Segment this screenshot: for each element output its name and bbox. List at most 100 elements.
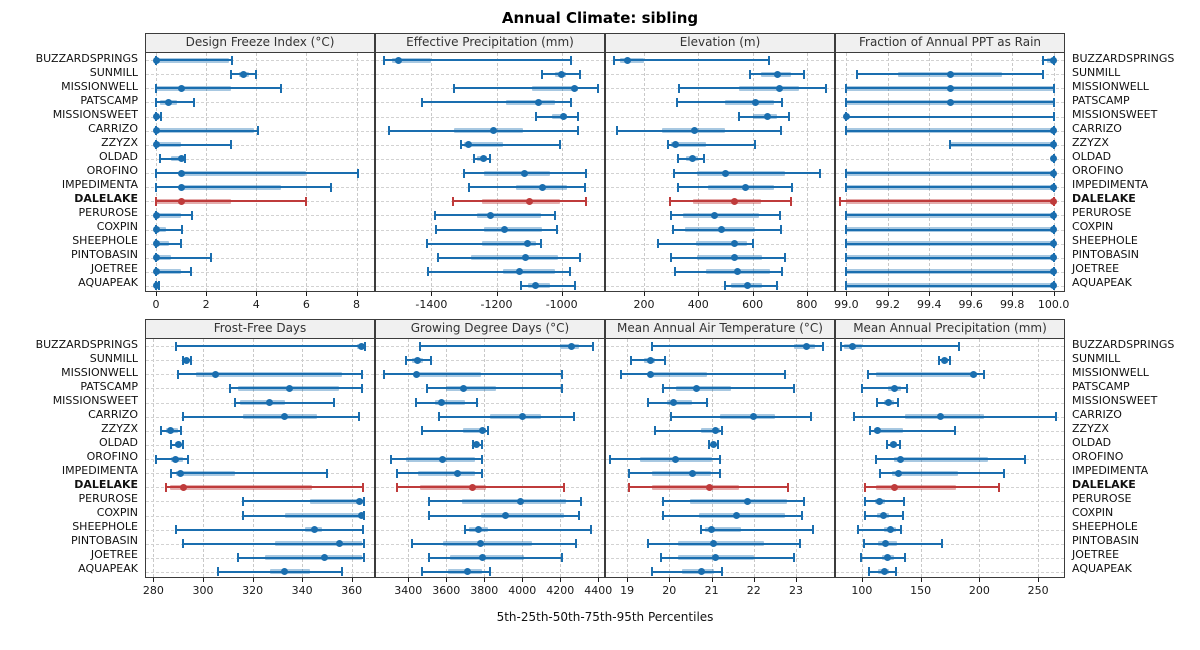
whisker-line (620, 373, 786, 376)
median-dot (558, 70, 566, 78)
y-gridline (146, 430, 374, 432)
x-tick (861, 578, 863, 582)
median-dot (879, 512, 887, 519)
whisker-line (156, 214, 193, 217)
median-dot (708, 526, 716, 534)
whisker-cap (436, 253, 439, 263)
y-gridline (606, 402, 834, 404)
whisker-cap (953, 426, 956, 436)
whisker-cap (231, 55, 234, 65)
row-label: COXPIN (1072, 220, 1114, 233)
whisker-line (846, 256, 1054, 259)
median-dot (174, 441, 182, 449)
x-tick-label: 4200 (546, 584, 575, 597)
whisker-line (861, 387, 907, 390)
row-label: MISSIONWELL (1072, 80, 1149, 93)
whisker-line (535, 115, 578, 118)
whisker-line (156, 129, 258, 132)
median-dot (355, 497, 363, 505)
row-label: PERUROSE (1072, 206, 1132, 219)
y-gridline (376, 360, 604, 362)
median-dot (152, 268, 160, 276)
x-tick (156, 292, 157, 296)
x-gridline (484, 339, 486, 577)
whisker-cap (216, 567, 219, 577)
median-dot (515, 268, 523, 276)
whisker-cap (427, 267, 430, 277)
whisker-cap (573, 281, 576, 291)
whisker-cap (472, 154, 475, 164)
whisker-line (679, 87, 826, 90)
x-tick (306, 292, 308, 296)
x-tick-label: 99.8 (999, 298, 1025, 311)
whisker-cap (653, 426, 656, 436)
whisker-cap (781, 267, 784, 277)
median-dot (518, 413, 526, 421)
whisker-cap (845, 182, 848, 192)
median-dot (532, 282, 540, 290)
row-label: SUNMILL (89, 352, 138, 365)
x-gridline (153, 339, 155, 577)
whisker-line (846, 242, 1054, 245)
whisker-cap (706, 398, 709, 407)
median-dot (473, 441, 481, 449)
whisker-cap (857, 525, 860, 535)
whisker-cap (878, 468, 881, 478)
whisker-cap (154, 454, 157, 464)
x-tick-label: 100 (851, 584, 873, 597)
whisker-cap (340, 567, 343, 577)
whisker-cap (670, 253, 673, 263)
whisker-cap (615, 126, 618, 136)
whisker-cap (420, 97, 423, 107)
x-tick (669, 578, 671, 582)
whisker-cap (234, 398, 237, 407)
row-label: MISSIONSWEET (1072, 394, 1158, 407)
whisker-cap (1042, 55, 1045, 65)
whisker-cap (382, 369, 385, 379)
x-tick (252, 578, 254, 582)
whisker-cap (863, 539, 866, 549)
panel: Effective Precipitation (mm) -1400 -1200 -1… (375, 33, 605, 316)
row-label: COXPIN (96, 506, 138, 519)
axis-caption: 5th-25th-50th-75th-95th Percentiles (496, 610, 714, 624)
whisker-cap (801, 511, 804, 520)
whisker-cap (358, 412, 361, 422)
median-dot (516, 497, 524, 505)
whisker-cap (898, 440, 901, 450)
median-dot (885, 399, 893, 406)
whisker-cap (876, 398, 879, 407)
median-dot (731, 197, 739, 205)
whisker-line (421, 570, 490, 573)
whisker-line (673, 172, 821, 174)
median-dot (712, 554, 720, 562)
median-dot (240, 70, 248, 78)
median-dot (881, 540, 889, 548)
whisker-line (654, 429, 723, 432)
x-gridline (431, 53, 433, 291)
y-gridline (836, 529, 1064, 531)
x-tick-label: 280 (142, 584, 164, 597)
whisker-cap (426, 383, 429, 393)
whisker-cap (839, 341, 842, 351)
x-tick (1053, 292, 1055, 296)
whisker-line (1043, 59, 1054, 62)
plot-area (605, 338, 835, 578)
whisker-cap (674, 267, 677, 277)
x-tick-label: 99.2 (875, 298, 901, 311)
whisker-cap (395, 482, 398, 492)
whisker-cap (855, 69, 858, 79)
median-dot (281, 413, 289, 421)
y-gridline (606, 360, 834, 362)
whisker-line (860, 556, 906, 559)
whisker-line (156, 242, 182, 245)
whisker-cap (591, 341, 594, 351)
whisker-cap (789, 196, 792, 206)
whisker-line (396, 486, 565, 489)
whisker-cap (155, 196, 157, 206)
panel-header: Mean Annual Precipitation (mm) (835, 319, 1065, 338)
median-dot (266, 399, 274, 406)
median-dot (717, 226, 725, 233)
whisker-cap (819, 168, 822, 178)
whisker-line (648, 542, 801, 545)
y-gridline (836, 444, 1064, 446)
